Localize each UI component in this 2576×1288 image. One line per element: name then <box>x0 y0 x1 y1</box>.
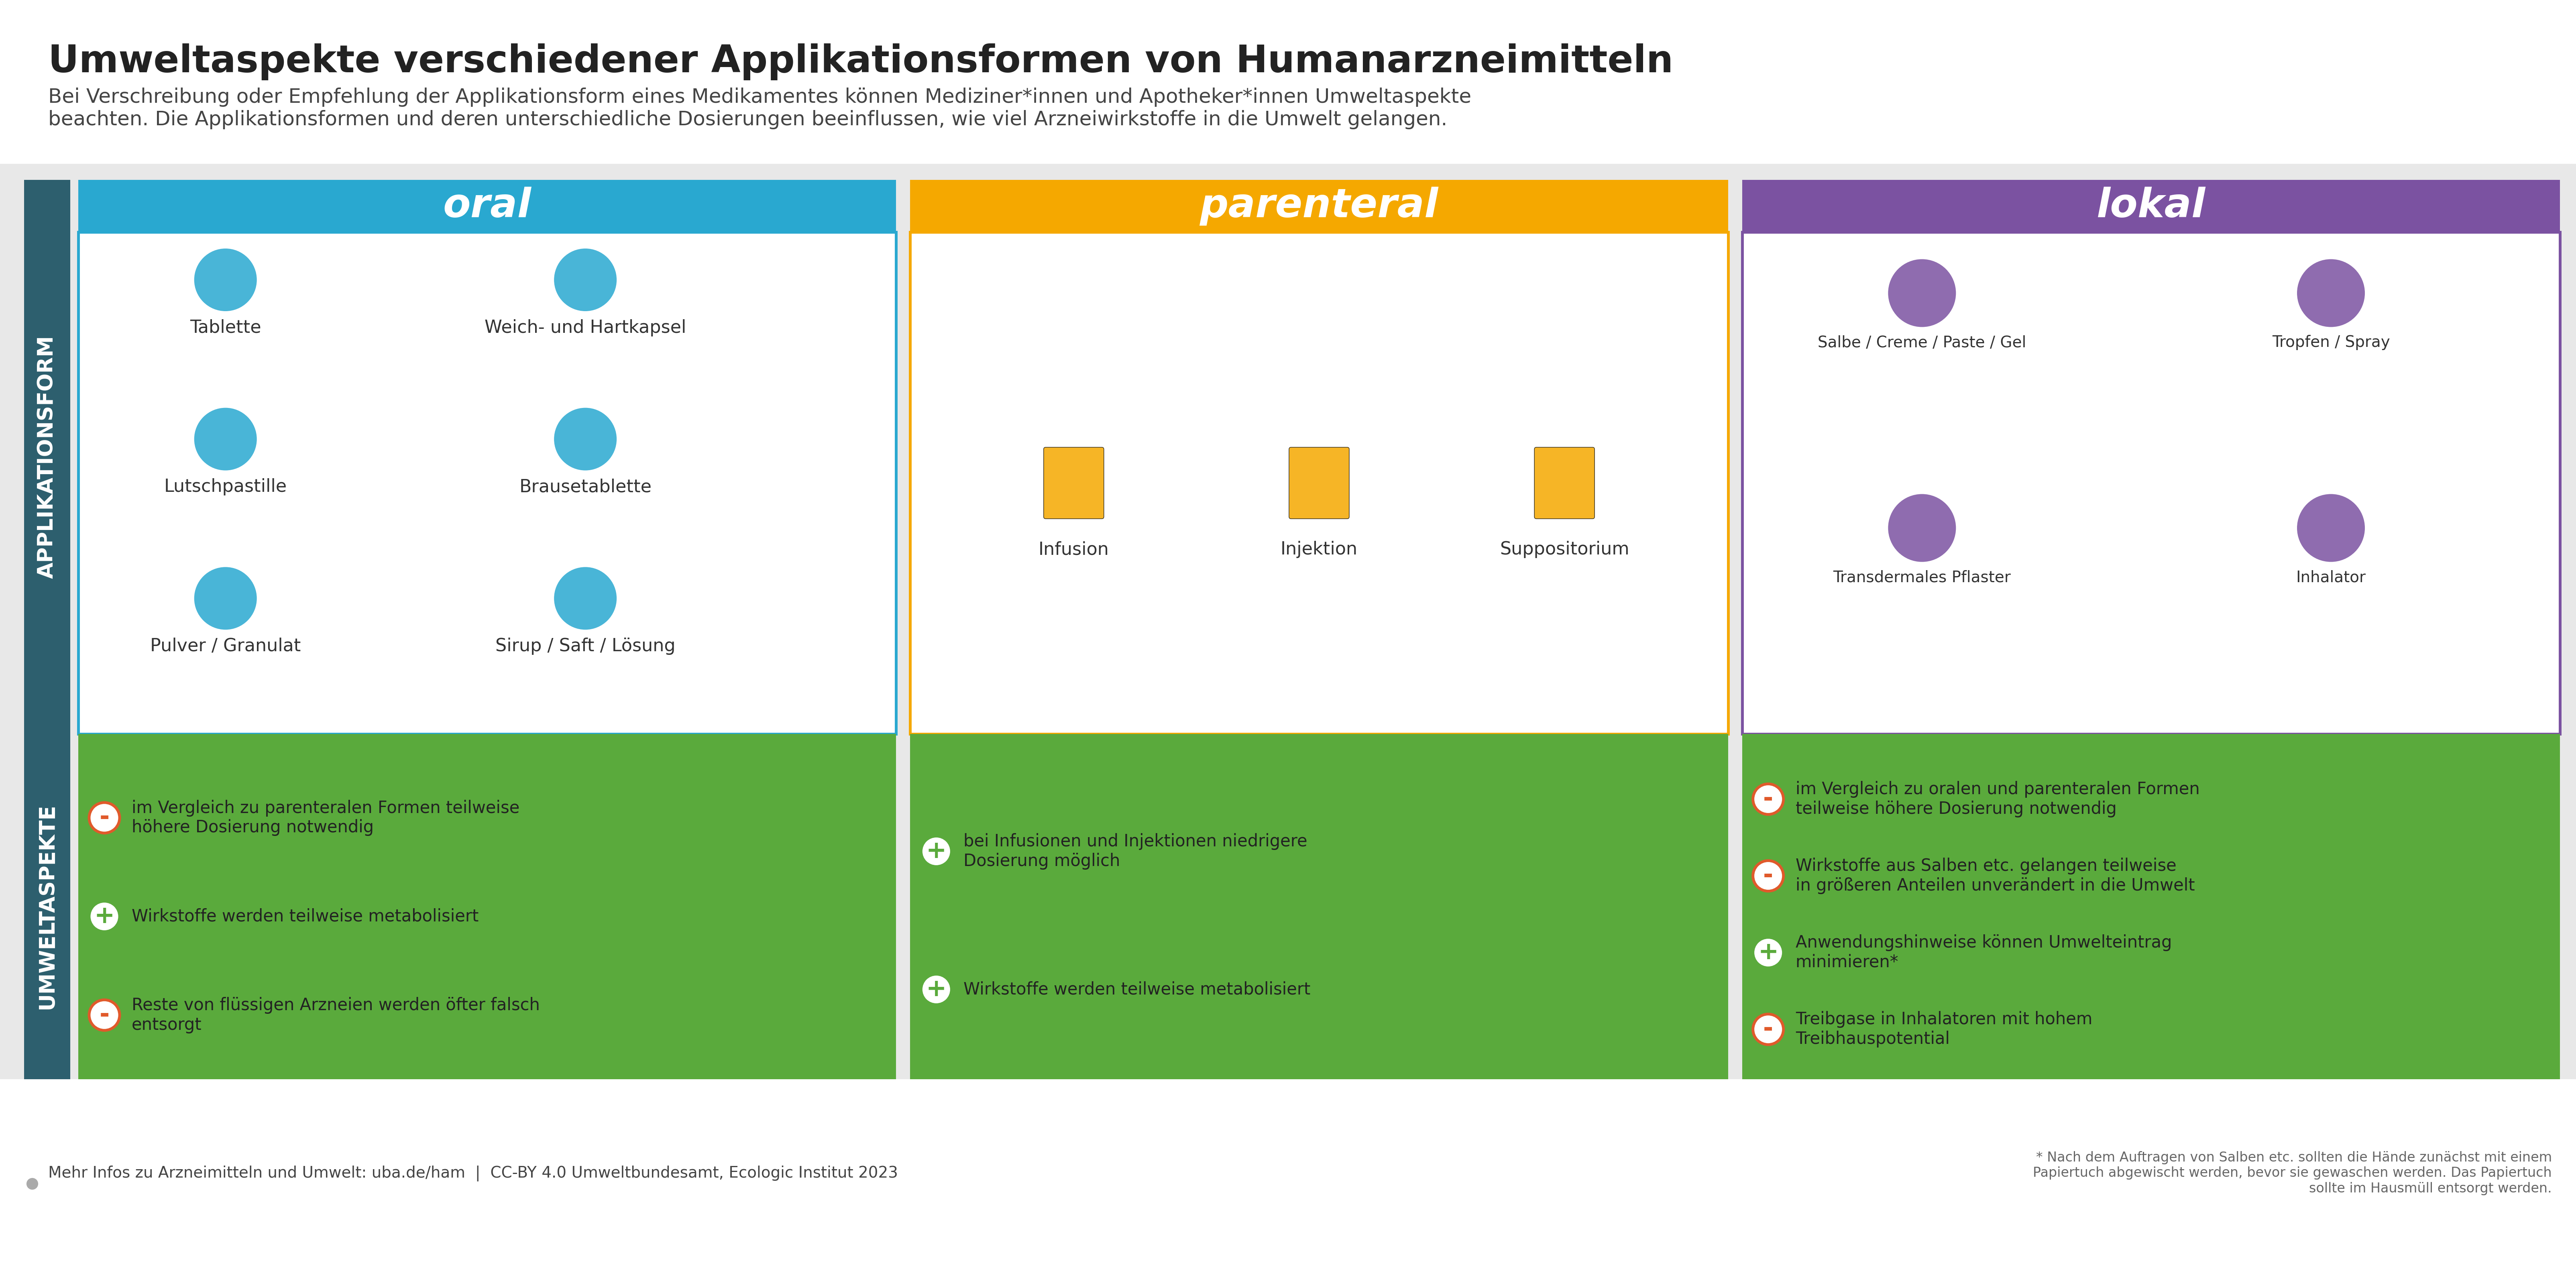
Text: Suppositorium: Suppositorium <box>1499 541 1628 558</box>
Text: * Nach dem Auftragen von Salben etc. sollten die Hände zunächst mit einem
Papier: * Nach dem Auftragen von Salben etc. sol… <box>2032 1151 2553 1195</box>
Text: Wirkstoffe werden teilweise metabolisiert: Wirkstoffe werden teilweise metabolisier… <box>131 908 479 925</box>
Text: Treibgase in Inhalatoren mit hohem
Treibhauspotential: Treibgase in Inhalatoren mit hohem Treib… <box>1795 1011 2092 1047</box>
Text: -: - <box>1762 787 1772 811</box>
Circle shape <box>2298 259 2365 327</box>
Circle shape <box>1752 938 1783 967</box>
Text: Infusion: Infusion <box>1038 541 1110 558</box>
Text: -: - <box>1762 1018 1772 1041</box>
Bar <box>1741 180 2561 232</box>
Text: im Vergleich zu parenteralen Formen teilweise
höhere Dosierung notwendig: im Vergleich zu parenteralen Formen teil… <box>131 800 520 836</box>
Text: Wirkstoffe aus Salben etc. gelangen teilweise
in größeren Anteilen unverändert i: Wirkstoffe aus Salben etc. gelangen teil… <box>1795 858 2195 894</box>
Circle shape <box>90 999 118 1030</box>
Text: Injektion: Injektion <box>1280 541 1358 558</box>
FancyBboxPatch shape <box>1288 447 1350 519</box>
Circle shape <box>193 249 258 312</box>
Circle shape <box>90 802 118 833</box>
Text: Anwendungshinweise können Umwelteintrag
minimieren*: Anwendungshinweise können Umwelteintrag … <box>1795 934 2172 971</box>
Text: Transdermales Pflaster: Transdermales Pflaster <box>1834 569 2012 585</box>
Bar <box>77 180 896 232</box>
Circle shape <box>1752 784 1783 814</box>
Text: Salbe / Creme / Paste / Gel: Salbe / Creme / Paste / Gel <box>1819 335 2027 350</box>
Bar <box>909 734 1728 1079</box>
Bar <box>0 1079 2576 1288</box>
Text: +: + <box>925 978 945 1001</box>
Bar <box>1741 734 2561 1079</box>
Bar <box>77 734 896 1079</box>
Circle shape <box>554 249 616 312</box>
Text: Reste von flüssigen Arzneien werden öfter falsch
entsorgt: Reste von flüssigen Arzneien werden öfte… <box>131 997 541 1033</box>
Circle shape <box>193 567 258 630</box>
Bar <box>909 232 1728 734</box>
Circle shape <box>1752 1014 1783 1045</box>
Circle shape <box>1752 860 1783 891</box>
Text: Sirup / Saft / Lösung: Sirup / Saft / Lösung <box>495 638 675 654</box>
Text: Bei Verschreibung oder Empfehlung der Applikationsform eines Medikamentes können: Bei Verschreibung oder Empfehlung der Ap… <box>49 88 1471 129</box>
Text: Tropfen / Spray: Tropfen / Spray <box>2272 335 2391 350</box>
Text: UMWELTASPEKTE: UMWELTASPEKTE <box>36 804 57 1010</box>
Text: +: + <box>1757 940 1777 965</box>
Circle shape <box>554 567 616 630</box>
Text: lokal: lokal <box>2097 187 2205 225</box>
Circle shape <box>1888 495 1955 562</box>
Circle shape <box>922 836 951 867</box>
Bar <box>909 180 1728 232</box>
Text: -: - <box>1762 864 1772 887</box>
Bar <box>23 734 70 1079</box>
Text: Brausetablette: Brausetablette <box>520 478 652 496</box>
Circle shape <box>2298 495 2365 562</box>
Bar <box>23 180 70 734</box>
Text: -: - <box>100 1003 108 1027</box>
Text: oral: oral <box>443 187 531 225</box>
Circle shape <box>193 408 258 470</box>
Text: bei Infusionen und Injektionen niedrigere
Dosierung möglich: bei Infusionen und Injektionen niedriger… <box>963 833 1309 869</box>
FancyBboxPatch shape <box>1043 447 1105 519</box>
Bar <box>0 0 2576 164</box>
Text: Pulver / Granulat: Pulver / Granulat <box>149 638 301 654</box>
Text: APPLIKATIONSFORM: APPLIKATIONSFORM <box>36 335 57 578</box>
Bar <box>1741 232 2561 734</box>
Text: Umweltaspekte verschiedener Applikationsformen von Humanarzneimitteln: Umweltaspekte verschiedener Applikations… <box>49 44 1674 80</box>
Circle shape <box>922 974 951 1005</box>
Text: parenteral: parenteral <box>1200 187 1437 225</box>
Text: Wirkstoffe werden teilweise metabolisiert: Wirkstoffe werden teilweise metabolisier… <box>963 981 1311 998</box>
Circle shape <box>554 408 616 470</box>
FancyBboxPatch shape <box>1535 447 1595 519</box>
Text: im Vergleich zu oralen und parenteralen Formen
teilweise höhere Dosierung notwen: im Vergleich zu oralen und parenteralen … <box>1795 781 2200 818</box>
Circle shape <box>1888 259 1955 327</box>
Bar <box>77 232 896 734</box>
Text: Lutschpastille: Lutschpastille <box>165 478 286 496</box>
Circle shape <box>90 902 118 931</box>
Text: Mehr Infos zu Arzneimitteln und Umwelt: uba.de/ham  |  CC-BY 4.0 Umweltbundesamt: Mehr Infos zu Arzneimitteln und Umwelt: … <box>49 1166 899 1181</box>
Text: +: + <box>925 840 945 863</box>
Text: Inhalator: Inhalator <box>2295 569 2365 585</box>
Text: Weich- und Hartkapsel: Weich- und Hartkapsel <box>484 319 685 336</box>
Text: -: - <box>100 806 108 829</box>
Text: +: + <box>95 904 116 929</box>
Text: Tablette: Tablette <box>191 319 260 336</box>
